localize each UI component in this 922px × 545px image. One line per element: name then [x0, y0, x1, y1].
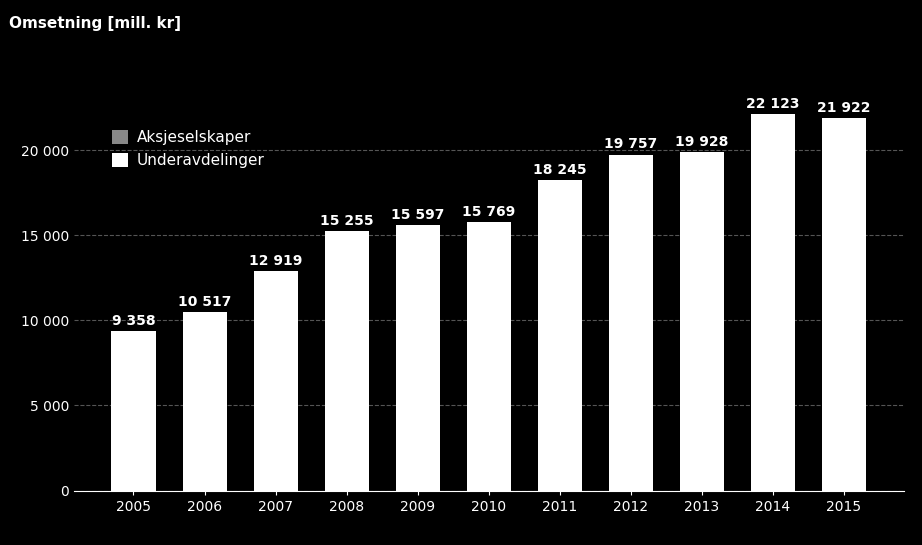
Legend: Aksjeselskaper, Underavdelinger: Aksjeselskaper, Underavdelinger	[106, 124, 271, 174]
Bar	[822, 118, 866, 490]
Bar	[112, 331, 156, 490]
Text: 12 919: 12 919	[249, 254, 302, 268]
Bar	[396, 225, 440, 490]
Bar	[467, 222, 511, 490]
Bar	[254, 271, 298, 490]
Bar	[680, 152, 724, 490]
Text: 10 517: 10 517	[178, 295, 231, 308]
Bar	[609, 155, 653, 491]
Text: 15 597: 15 597	[391, 208, 444, 222]
Bar	[538, 180, 582, 490]
Text: 19 928: 19 928	[675, 135, 728, 149]
Bar	[751, 114, 795, 490]
Text: 9 358: 9 358	[112, 314, 155, 328]
Bar	[183, 312, 227, 490]
Text: 15 255: 15 255	[320, 214, 373, 228]
Text: 15 769: 15 769	[462, 205, 515, 219]
Text: 21 922: 21 922	[817, 101, 870, 114]
Text: 19 757: 19 757	[604, 137, 657, 152]
Text: 18 245: 18 245	[533, 163, 586, 177]
Bar	[325, 231, 369, 490]
Text: 22 123: 22 123	[746, 97, 799, 111]
Text: Omsetning [mill. kr]: Omsetning [mill. kr]	[9, 16, 182, 32]
